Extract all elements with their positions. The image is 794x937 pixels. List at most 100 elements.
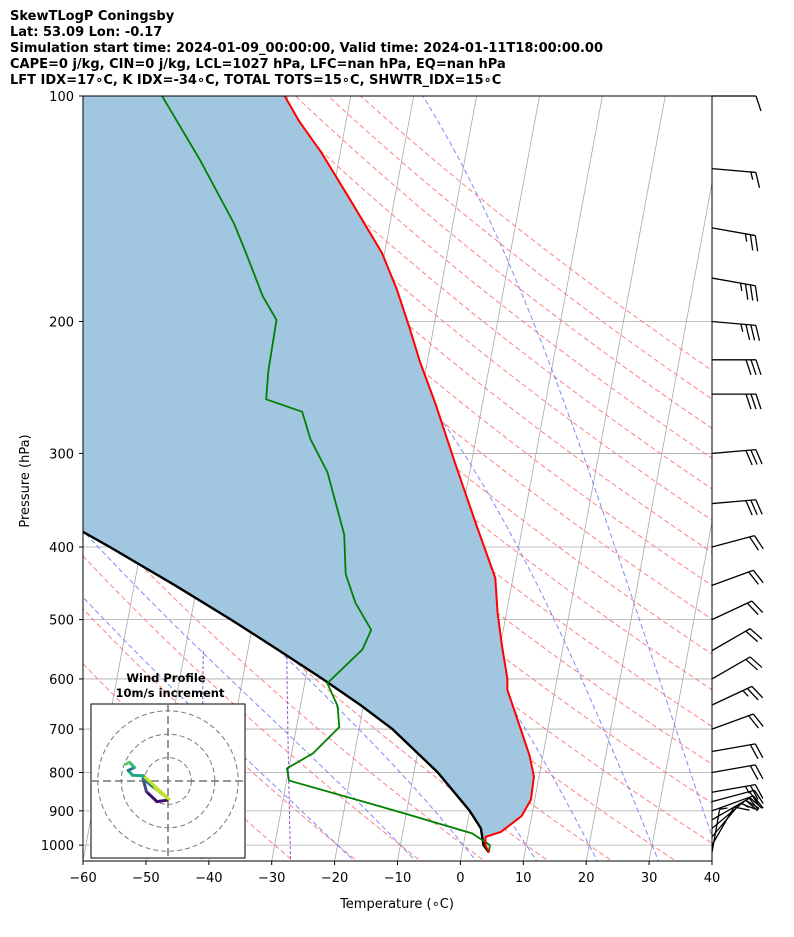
dry-adiabat-line [262,96,712,459]
wind-barb-staff [711,783,756,793]
x-tick-label: −10 [384,871,411,886]
wind-barb-feather [745,324,751,341]
wind-barb-staff [711,320,756,326]
wind-barb-staff [711,227,756,237]
wind-barb-feather [719,807,728,810]
x-tick-label: 30 [641,871,658,886]
x-tick-label: 20 [578,871,595,886]
moist-adiabat-line [422,96,712,838]
wind-barb [711,628,763,652]
dry-adiabat-line [83,151,712,691]
wind-barb [711,783,764,800]
wind-barb [711,167,761,188]
wind-barb-feather [749,536,759,551]
x-tick-label: 0 [456,871,464,886]
moist-adiabat-line [83,530,417,861]
dry-adiabat-line [131,96,712,586]
y-tick-label: 1000 [41,839,74,854]
wind-barb [711,448,763,466]
wind-barb-feather [740,323,744,332]
wind-barb-staff [711,448,756,455]
wind-barb-staff [711,167,756,174]
wind-barb [711,795,764,812]
y-tick-label: 200 [49,316,74,331]
wind-barb-feather [749,785,759,800]
wind-barb-feather [755,359,762,376]
wind-barb [711,656,763,680]
wind-barb [711,764,764,780]
wind-barb-staff [711,628,751,652]
wind-barb-feather [739,283,743,292]
wind-barb [711,227,759,252]
y-tick-label: 500 [49,614,74,629]
hodograph-plot [91,704,245,858]
dry-adiabat-line [83,504,486,861]
hodograph-trace [155,798,169,804]
wind-barb-feather [754,235,759,252]
wind-barb-feather [744,233,748,242]
wind-barb [711,320,761,341]
wind-barb [711,797,763,821]
wind-barb-feather [754,743,764,759]
wind-barb-feather [749,284,754,301]
wind-barb-feather [741,802,749,809]
x-tick-label: −20 [321,871,348,886]
y-tick-label: 100 [49,90,74,105]
wind-barb-feather [749,797,763,809]
x-tick-label: −50 [132,871,159,886]
wind-barb-feather [753,789,764,804]
wind-barb-feather [749,744,759,759]
hodograph-inset: Wind Profile 10m/s increment [90,671,246,859]
wind-barb-staff [711,600,753,621]
wind-barb [712,359,762,376]
wind-barb-staff [711,789,755,803]
wind-barb-staff [711,499,756,505]
wind-barb [712,95,762,112]
wind-barb-feather [752,569,764,584]
wind-barb-feather [755,95,762,112]
wind-barb-staff [711,764,756,774]
indices-line: LFT IDX=17∘C, K IDX=-34∘C, TOTAL TOTS=15… [10,73,502,88]
wind-barb-staff [711,535,755,548]
hodograph-trace [142,774,171,801]
wind-barb-feather [752,713,764,727]
wind-barb-feather [751,685,764,699]
wind-barb-feather [748,715,759,729]
y-tick-label: 400 [49,541,74,556]
wind-barb [711,789,764,806]
wind-barb-staff [711,743,756,753]
wind-barb-feather [749,628,763,640]
x-tick-label: 10 [515,871,532,886]
time-line: Simulation start time: 2024-01-09_00:00:… [10,41,603,56]
cape-cin-shading [83,96,534,853]
wind-barb-feather [750,359,757,376]
wind-barb-feather [750,449,758,465]
wind-barb-feather [754,285,759,302]
x-tick-label: 40 [704,871,721,886]
wind-barb-feather [755,172,761,188]
isotherm-line [711,858,712,861]
moist-adiabat-line [157,96,660,861]
wind-barb [711,600,764,621]
x-axis-label: Temperature (∘C) [339,897,454,912]
wind-barb [711,277,759,302]
wind-barb-feather [746,688,759,701]
wind-barb [711,713,764,730]
wind-barb-feather [745,658,759,671]
wind-barb-staff [711,797,751,821]
isotherm-line [585,181,712,861]
wind-barb [711,743,764,759]
hodograph-subtitle: 10m/s increment [116,686,225,700]
wind-barb-feather [755,499,763,515]
wind-barb-feather [749,765,759,780]
wind-barb-feather [749,656,763,668]
wind-barb-feather [745,500,753,516]
wind-barb-feather [750,393,757,410]
wind-barb-feather [754,764,764,780]
wind-barb-staff [711,713,754,730]
isotherm-line [774,79,794,864]
wind-barb-feather [752,795,764,809]
y-tick-label: 300 [49,447,74,462]
dry-adiabat-line [83,608,358,861]
wind-barb-staff [711,277,756,287]
